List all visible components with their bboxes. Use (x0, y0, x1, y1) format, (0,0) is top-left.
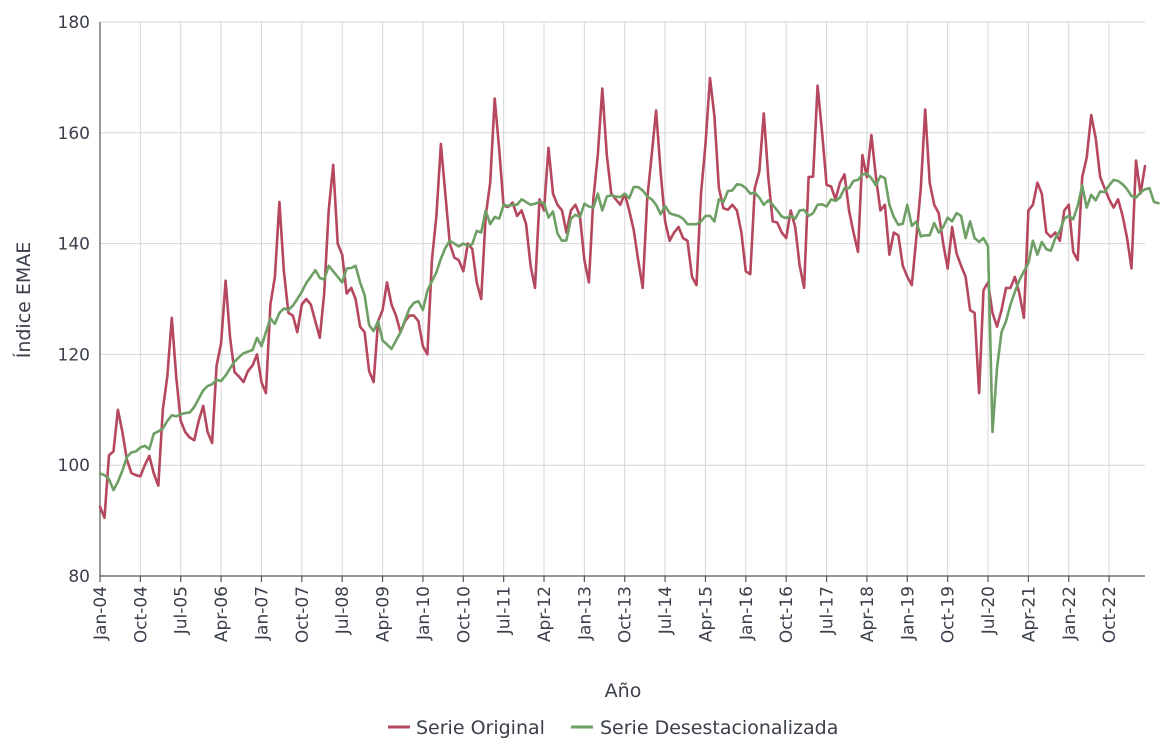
x-axis: Jan-04 Oct-04 Jul-05 Apr-06 Jan-07 Oct-07 Jul-… (91, 575, 1145, 643)
x-tick-label: Apr-18 (858, 586, 878, 642)
y-axis-title: Índice EMAE (12, 242, 35, 359)
x-tick-label: Oct-10 (454, 586, 474, 643)
x-tick-label: Jul-14 (656, 586, 676, 635)
x-tick-label: Apr-15 (696, 586, 716, 642)
x-axis-title: Año (605, 680, 642, 702)
x-tick-label: Jul-08 (333, 586, 353, 635)
x-tick-label: Jul-17 (818, 586, 838, 635)
x-tick-label: Oct-04 (131, 586, 151, 643)
x-tick-label: Oct-16 (777, 586, 797, 643)
x-tick-label: Jan-10 (414, 586, 434, 641)
x-tick-label: Oct-07 (293, 586, 313, 643)
y-tick-label: 140 (58, 235, 90, 255)
y-tick-label: 80 (68, 567, 90, 587)
x-tick-label: Jan-22 (1060, 586, 1080, 641)
y-tick-label: 160 (58, 124, 90, 144)
x-tick-label: Oct-13 (616, 586, 636, 643)
x-tick-label: Jan-07 (252, 586, 272, 641)
y-tick-label: 180 (58, 13, 90, 33)
x-tick-label: Apr-21 (1019, 586, 1039, 642)
x-tick-label: Jul-05 (172, 586, 192, 635)
legend-label-serie-desestacionalizada: Serie Desestacionalizada (600, 717, 838, 739)
x-tick-label: Jan-13 (575, 586, 595, 641)
legend-label-serie-original: Serie Original (416, 717, 545, 739)
x-tick-label: Apr-12 (535, 586, 555, 642)
x-tick-label: Apr-06 (212, 586, 232, 642)
x-tick-label: Jan-19 (898, 586, 918, 641)
y-tick-label: 120 (58, 345, 90, 365)
series-line-serie-desestacionalizada (98, 172, 1160, 492)
series-lines (98, 76, 1160, 520)
x-tick-label: Jul-11 (495, 586, 515, 635)
x-tick-label: Jan-04 (91, 586, 111, 641)
x-tick-label: Apr-09 (374, 586, 394, 642)
legend: Serie Original Serie Desestacionalizada (388, 717, 838, 739)
grid (99, 21, 1145, 577)
y-axis: 80 100 120 140 160 180 (58, 13, 101, 587)
x-tick-label: Jan-16 (737, 586, 757, 641)
y-tick-label: 100 (58, 456, 90, 476)
series-line-serie-original (98, 76, 1147, 520)
x-tick-label: Jul-20 (979, 586, 999, 635)
x-tick-label: Oct-22 (1100, 586, 1120, 643)
x-tick-label: Oct-19 (939, 586, 959, 643)
